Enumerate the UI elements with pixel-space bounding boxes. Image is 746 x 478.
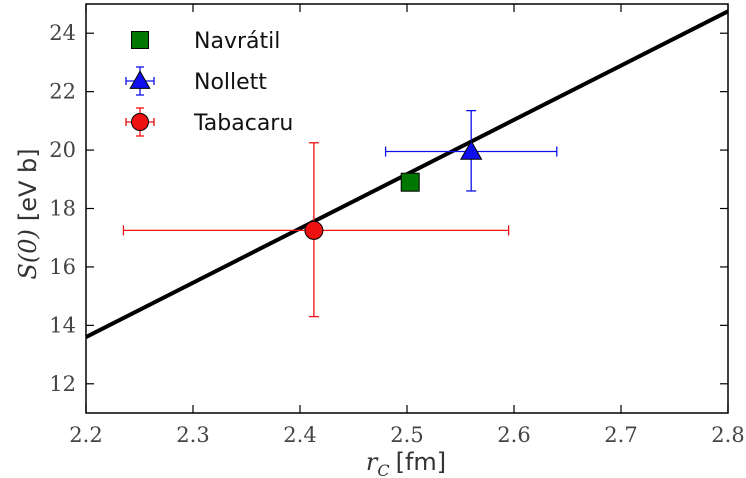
x-tick-label: 2.6 — [497, 423, 530, 447]
y-tick-label: 16 — [49, 255, 76, 279]
x-axis-label: rC [fm] — [366, 448, 446, 478]
tabacaru-point — [304, 220, 324, 240]
x-axis-label-unit: [fm] — [396, 448, 447, 476]
x-tick-label: 2.4 — [283, 423, 316, 447]
ticks-layer: 2.2 2.3 2.4 2.5 2.6 2.7 2.8 12 14 16 18 20 22 24 — [49, 4, 745, 447]
y-tick-label: 24 — [49, 21, 76, 45]
y-axis-label-symbol: S(0) — [14, 229, 42, 279]
x-tick-label: 2.7 — [604, 423, 637, 447]
legend-navr-til-label: Navrátil — [194, 29, 280, 54]
x-tick-label: 2.5 — [390, 423, 423, 447]
y-tick-label: 14 — [49, 313, 76, 337]
y-axis-label: S(0) [eV b] — [14, 148, 42, 279]
legend-nollett-marker — [129, 70, 151, 89]
legend-tabacaru-marker — [131, 113, 149, 131]
x-axis-label-subscript: C — [377, 461, 389, 478]
x-tick-label: 2.8 — [711, 423, 744, 447]
x-tick-label: 2.2 — [69, 423, 102, 447]
plot-layer — [85, 9, 729, 339]
y-tick-label: 18 — [49, 197, 76, 221]
y-tick-label: 20 — [49, 138, 76, 162]
navr-til-point — [400, 172, 420, 192]
nollett-point — [459, 140, 483, 160]
x-tick-label: 2.3 — [176, 423, 209, 447]
plot-frame — [85, 3, 729, 414]
legend-navr-til-marker — [131, 31, 149, 49]
legend-nollett-label: Nollett — [194, 70, 267, 95]
y-tick-label: 12 — [49, 372, 76, 396]
y-axis-label-unit: [eV b] — [14, 148, 42, 221]
legend: Navrátil Nollett Tabacaru — [125, 29, 293, 137]
x-axis-label-symbol: r — [366, 448, 379, 476]
legend-tabacaru-label: Tabacaru — [193, 111, 293, 136]
y-tick-label: 22 — [49, 80, 76, 104]
